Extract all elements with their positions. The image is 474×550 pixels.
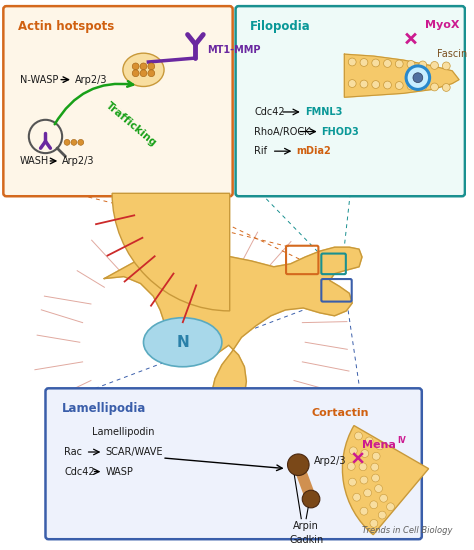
Circle shape <box>370 520 378 527</box>
Text: FMNL3: FMNL3 <box>305 107 342 117</box>
Circle shape <box>370 501 378 509</box>
Text: Filopodia: Filopodia <box>250 20 311 33</box>
Text: N-WASP: N-WASP <box>20 75 58 85</box>
FancyBboxPatch shape <box>3 6 233 196</box>
Text: N: N <box>176 335 189 350</box>
Text: Rac: Rac <box>64 447 82 457</box>
Text: Gadkin: Gadkin <box>289 535 323 545</box>
Polygon shape <box>104 247 362 406</box>
Circle shape <box>380 494 388 502</box>
Circle shape <box>148 70 155 76</box>
Text: Arpin: Arpin <box>293 521 319 531</box>
Circle shape <box>353 493 361 501</box>
Text: SCAR/WAVE: SCAR/WAVE <box>105 447 163 457</box>
Circle shape <box>359 463 367 471</box>
Circle shape <box>348 478 356 486</box>
Text: MT1-MMP: MT1-MMP <box>207 45 261 55</box>
Text: Lamellipodin: Lamellipodin <box>91 427 154 437</box>
Text: Arp2/3: Arp2/3 <box>62 156 95 166</box>
Text: Fascin: Fascin <box>438 49 468 59</box>
FancyBboxPatch shape <box>46 388 422 539</box>
Circle shape <box>132 70 139 76</box>
Circle shape <box>288 454 309 476</box>
Text: RhoA/ROCK: RhoA/ROCK <box>254 126 311 136</box>
Circle shape <box>348 58 356 66</box>
Ellipse shape <box>144 318 222 367</box>
Circle shape <box>360 80 368 88</box>
Circle shape <box>374 485 383 492</box>
Circle shape <box>387 503 394 511</box>
Text: Cdc42: Cdc42 <box>64 466 95 477</box>
Circle shape <box>364 489 372 497</box>
Text: Actin hotspots: Actin hotspots <box>18 20 114 33</box>
Ellipse shape <box>123 53 164 86</box>
Circle shape <box>140 70 147 76</box>
Circle shape <box>419 82 427 90</box>
Text: IV: IV <box>397 436 406 445</box>
Text: mDia2: mDia2 <box>296 146 331 156</box>
Text: Trends in Cell Biology: Trends in Cell Biology <box>362 526 452 535</box>
Circle shape <box>361 449 369 458</box>
Circle shape <box>372 81 380 89</box>
Circle shape <box>442 84 450 91</box>
Circle shape <box>383 81 392 89</box>
Text: Cdc42: Cdc42 <box>254 107 285 117</box>
Text: WASH: WASH <box>20 156 49 166</box>
Circle shape <box>383 59 392 68</box>
Circle shape <box>355 432 363 440</box>
Circle shape <box>395 60 403 68</box>
Circle shape <box>407 60 415 68</box>
Circle shape <box>148 63 155 70</box>
Wedge shape <box>112 193 230 311</box>
Circle shape <box>372 474 380 482</box>
Circle shape <box>78 139 84 145</box>
Text: WASP: WASP <box>105 466 133 477</box>
Circle shape <box>349 447 357 455</box>
Text: Arp2/3: Arp2/3 <box>314 456 346 466</box>
Wedge shape <box>342 426 428 535</box>
Text: FHOD3: FHOD3 <box>321 126 359 136</box>
Text: Rif: Rif <box>254 146 267 156</box>
Text: MyoX: MyoX <box>425 20 459 30</box>
Circle shape <box>71 139 77 145</box>
Circle shape <box>347 463 355 470</box>
Circle shape <box>413 73 423 82</box>
Circle shape <box>360 507 368 515</box>
Circle shape <box>372 452 380 460</box>
Circle shape <box>430 62 438 69</box>
Circle shape <box>430 83 438 91</box>
Circle shape <box>372 59 380 67</box>
Text: Cortactin: Cortactin <box>311 408 369 418</box>
Text: Lamellipodia: Lamellipodia <box>62 403 146 415</box>
Circle shape <box>395 81 403 90</box>
Circle shape <box>378 511 386 519</box>
Circle shape <box>140 63 147 70</box>
Circle shape <box>407 82 415 90</box>
Text: Trafficking: Trafficking <box>104 101 159 149</box>
Circle shape <box>371 463 379 471</box>
Circle shape <box>360 476 368 484</box>
Circle shape <box>442 62 450 70</box>
Text: Arp2/3: Arp2/3 <box>75 75 108 85</box>
Circle shape <box>132 63 139 70</box>
Circle shape <box>419 61 427 69</box>
Circle shape <box>376 442 384 450</box>
Circle shape <box>348 80 356 87</box>
Circle shape <box>64 139 70 145</box>
Text: Mena: Mena <box>362 440 396 450</box>
Circle shape <box>365 437 373 445</box>
Circle shape <box>302 490 320 508</box>
FancyBboxPatch shape <box>236 6 465 196</box>
Polygon shape <box>345 54 459 97</box>
Circle shape <box>360 58 368 67</box>
Circle shape <box>406 66 429 90</box>
